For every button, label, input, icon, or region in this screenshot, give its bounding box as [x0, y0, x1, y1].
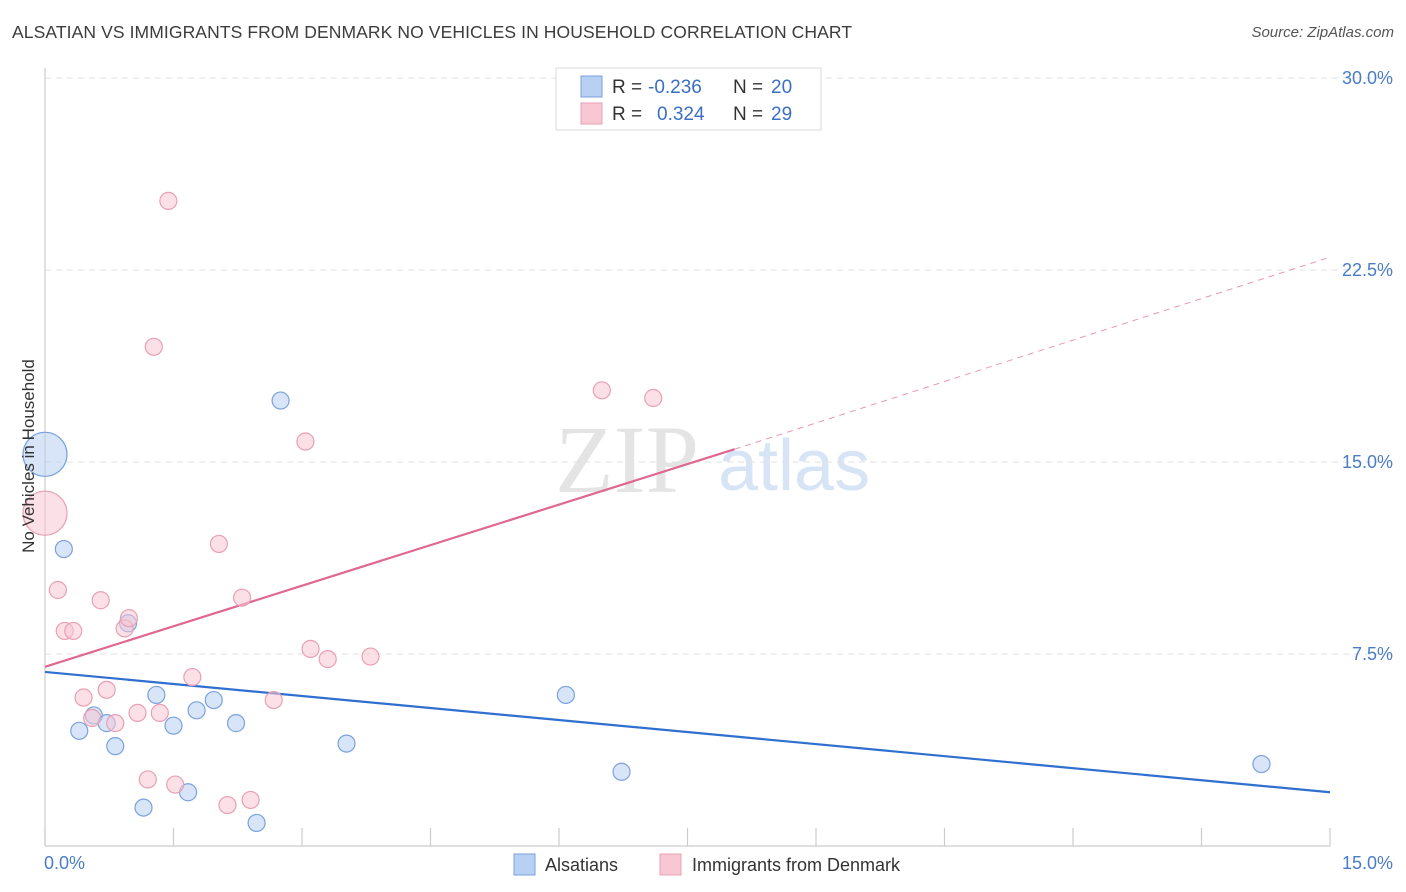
- data-points: [22, 191, 1271, 833]
- point-denmark: [166, 775, 185, 794]
- bottom-legend-label-denmark: Immigrants from Denmark: [692, 855, 901, 875]
- legend-r-label-2: R =: [612, 104, 642, 125]
- x-tick-label-min: 0.0%: [44, 853, 85, 873]
- point-alsatians: [337, 734, 356, 753]
- point-denmark: [592, 381, 611, 400]
- point-denmark: [209, 534, 229, 554]
- point-denmark: [106, 714, 125, 733]
- point-alsatians: [134, 798, 153, 817]
- chart-title: ALSATIAN VS IMMIGRANTS FROM DENMARK NO V…: [12, 22, 853, 42]
- point-denmark: [144, 337, 163, 356]
- point-denmark: [183, 667, 202, 687]
- source-label: Source: ZipAtlas.com: [1251, 24, 1394, 41]
- y-tick-label: 30.0%: [1342, 68, 1393, 88]
- point-denmark: [128, 703, 147, 722]
- trendline-denmark: [44, 448, 735, 668]
- series-legend: Alsatians Immigrants from Denmark: [513, 853, 901, 876]
- point-denmark: [301, 639, 320, 658]
- point-denmark: [97, 680, 116, 699]
- point-denmark: [48, 580, 67, 600]
- bottom-legend-swatch-alsatians: [513, 853, 536, 876]
- point-denmark: [138, 770, 157, 789]
- point-alsatians: [70, 721, 89, 740]
- bottom-legend-label-alsatians: Alsatians: [545, 855, 618, 875]
- legend-n-label-2: N =: [733, 104, 763, 125]
- legend-n-label-1: N =: [733, 77, 763, 98]
- trend-lines: [44, 256, 1331, 794]
- point-denmark: [150, 703, 169, 722]
- point-denmark: [218, 795, 237, 815]
- correlation-legend: R = -0.236 N = 20 R = 0.324 N = 29: [555, 67, 822, 131]
- point-alsatians: [54, 539, 73, 559]
- y-tick-label: 22.5%: [1342, 260, 1393, 280]
- point-alsatians: [147, 685, 166, 705]
- point-denmark: [159, 191, 178, 210]
- point-denmark: [22, 490, 68, 536]
- y-tick-label: 15.0%: [1342, 452, 1393, 472]
- watermark-zip: ZIP: [555, 406, 699, 513]
- point-alsatians: [271, 391, 290, 410]
- point-denmark: [83, 708, 102, 728]
- point-alsatians: [106, 737, 125, 756]
- point-denmark: [74, 688, 93, 707]
- y-tick-label: 7.5%: [1352, 644, 1393, 664]
- point-alsatians: [247, 813, 266, 833]
- legend-n-value-1: 20: [771, 77, 792, 98]
- point-alsatians: [204, 690, 223, 710]
- legend-n-value-2: 29: [771, 104, 792, 125]
- point-denmark: [296, 432, 315, 451]
- point-denmark: [91, 591, 110, 610]
- point-alsatians: [612, 762, 631, 781]
- legend-r-value-1: -0.236: [648, 77, 702, 98]
- point-alsatians: [187, 701, 206, 720]
- legend-swatch-alsatians: [580, 75, 603, 98]
- tick-labels: 7.5% 15.0% 22.5% 30.0% 0.0% 15.0%: [44, 68, 1393, 873]
- point-alsatians: [164, 716, 183, 735]
- point-denmark: [232, 588, 252, 607]
- point-denmark: [241, 790, 260, 810]
- bottom-legend-swatch-denmark: [659, 853, 682, 876]
- point-alsatians: [556, 685, 575, 705]
- trendline-denmark-extension: [734, 256, 1331, 450]
- legend-r-value-2: 0.324: [657, 104, 705, 125]
- watermark-atlas: atlas: [718, 426, 870, 506]
- legend-r-label-1: R =: [612, 77, 642, 98]
- point-denmark: [644, 388, 663, 408]
- gridlines: [45, 77, 1392, 655]
- point-denmark: [119, 609, 139, 628]
- x-tick-label-max: 15.0%: [1342, 853, 1393, 873]
- point-denmark: [361, 647, 380, 666]
- point-denmark: [264, 690, 283, 710]
- point-alsatians: [226, 714, 246, 733]
- trendline-alsatians: [44, 670, 1331, 794]
- point-alsatians: [22, 431, 68, 477]
- point-denmark: [318, 650, 337, 669]
- y-axis-title: No Vehicles in Household: [19, 359, 38, 553]
- point-alsatians: [1252, 754, 1271, 774]
- point-denmark: [64, 621, 83, 641]
- legend-swatch-denmark: [580, 102, 603, 125]
